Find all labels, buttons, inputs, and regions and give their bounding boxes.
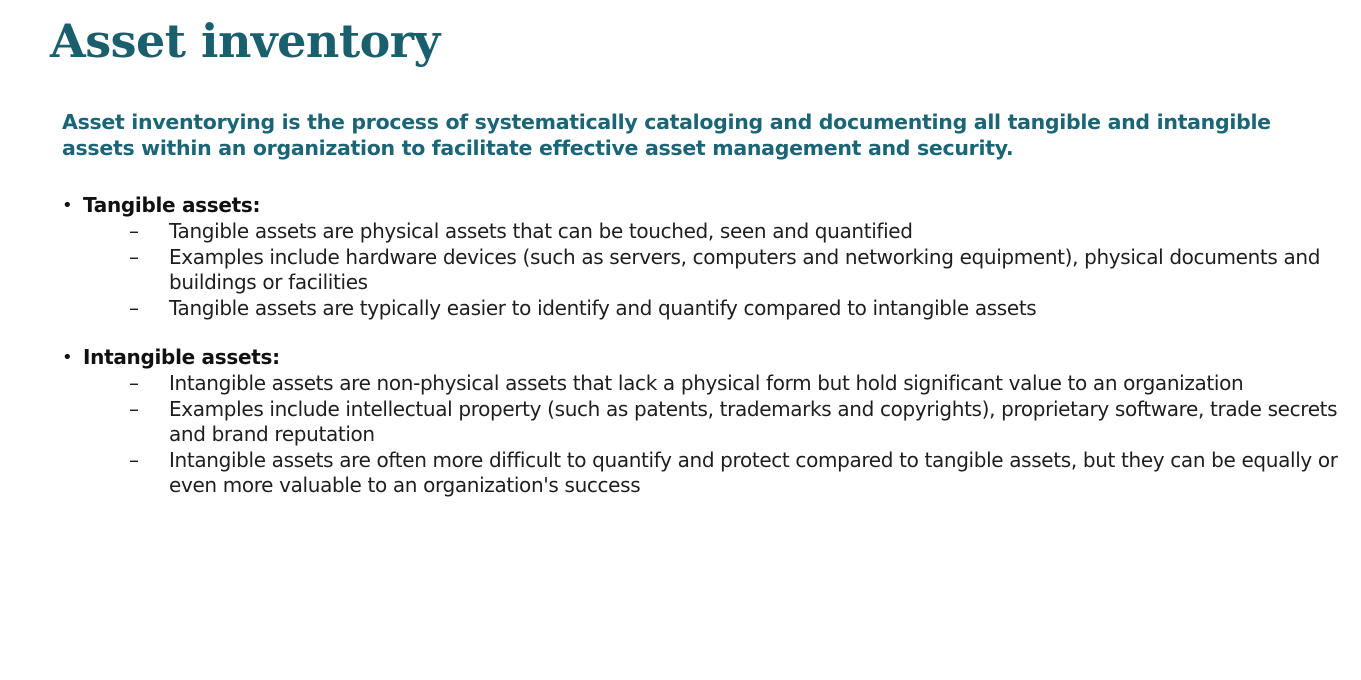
list-item-text: Tangible assets are typically easier to … <box>169 295 1037 320</box>
section-heading: • Tangible assets: <box>0 192 1361 219</box>
dash-icon: – <box>129 219 139 243</box>
list-item-text: Tangible assets are physical assets that… <box>169 219 913 243</box>
bullet-dot-icon: • <box>62 347 73 368</box>
dash-icon: – <box>129 244 139 269</box>
dash-icon: – <box>129 371 139 395</box>
list-item-text: Intangible assets are often more difficu… <box>169 447 1338 498</box>
section-tangible-assets: • Tangible assets: – Tangible assets are… <box>0 192 1361 321</box>
list-item: – Tangible assets are typically easier t… <box>0 296 1349 322</box>
list-item-text: Intangible assets are non-physical asset… <box>169 371 1244 395</box>
section-heading: • Intangible assets: <box>0 344 1361 371</box>
list-item: – Tangible assets are physical assets th… <box>0 219 1349 245</box>
list-item: – Examples include intellectual property… <box>0 397 1349 448</box>
list-item-text: Examples include intellectual property (… <box>169 396 1338 447</box>
dash-icon: – <box>129 295 139 320</box>
dash-icon: – <box>129 447 139 472</box>
dash-icon: – <box>129 396 139 421</box>
bullet-dot-icon: • <box>62 195 73 216</box>
list-item-text: Examples include hardware devices (such … <box>169 244 1321 295</box>
intro-statement: Asset inventorying is the process of sys… <box>62 110 1271 160</box>
intangible-items-list: – Intangible assets are non-physical ass… <box>0 371 1361 499</box>
tangible-items-list: – Tangible assets are physical assets th… <box>0 219 1361 321</box>
section-intangible-assets: • Intangible assets: – Intangible assets… <box>0 344 1361 499</box>
list-item: – Intangible assets are non-physical ass… <box>0 371 1349 397</box>
section-label-tangible: Tangible assets: <box>83 193 261 217</box>
section-label-intangible: Intangible assets: <box>83 345 280 369</box>
list-item: – Intangible assets are often more diffi… <box>0 448 1349 499</box>
list-item: – Examples include hardware devices (suc… <box>0 245 1349 296</box>
slide-title: Asset inventory <box>50 14 440 68</box>
